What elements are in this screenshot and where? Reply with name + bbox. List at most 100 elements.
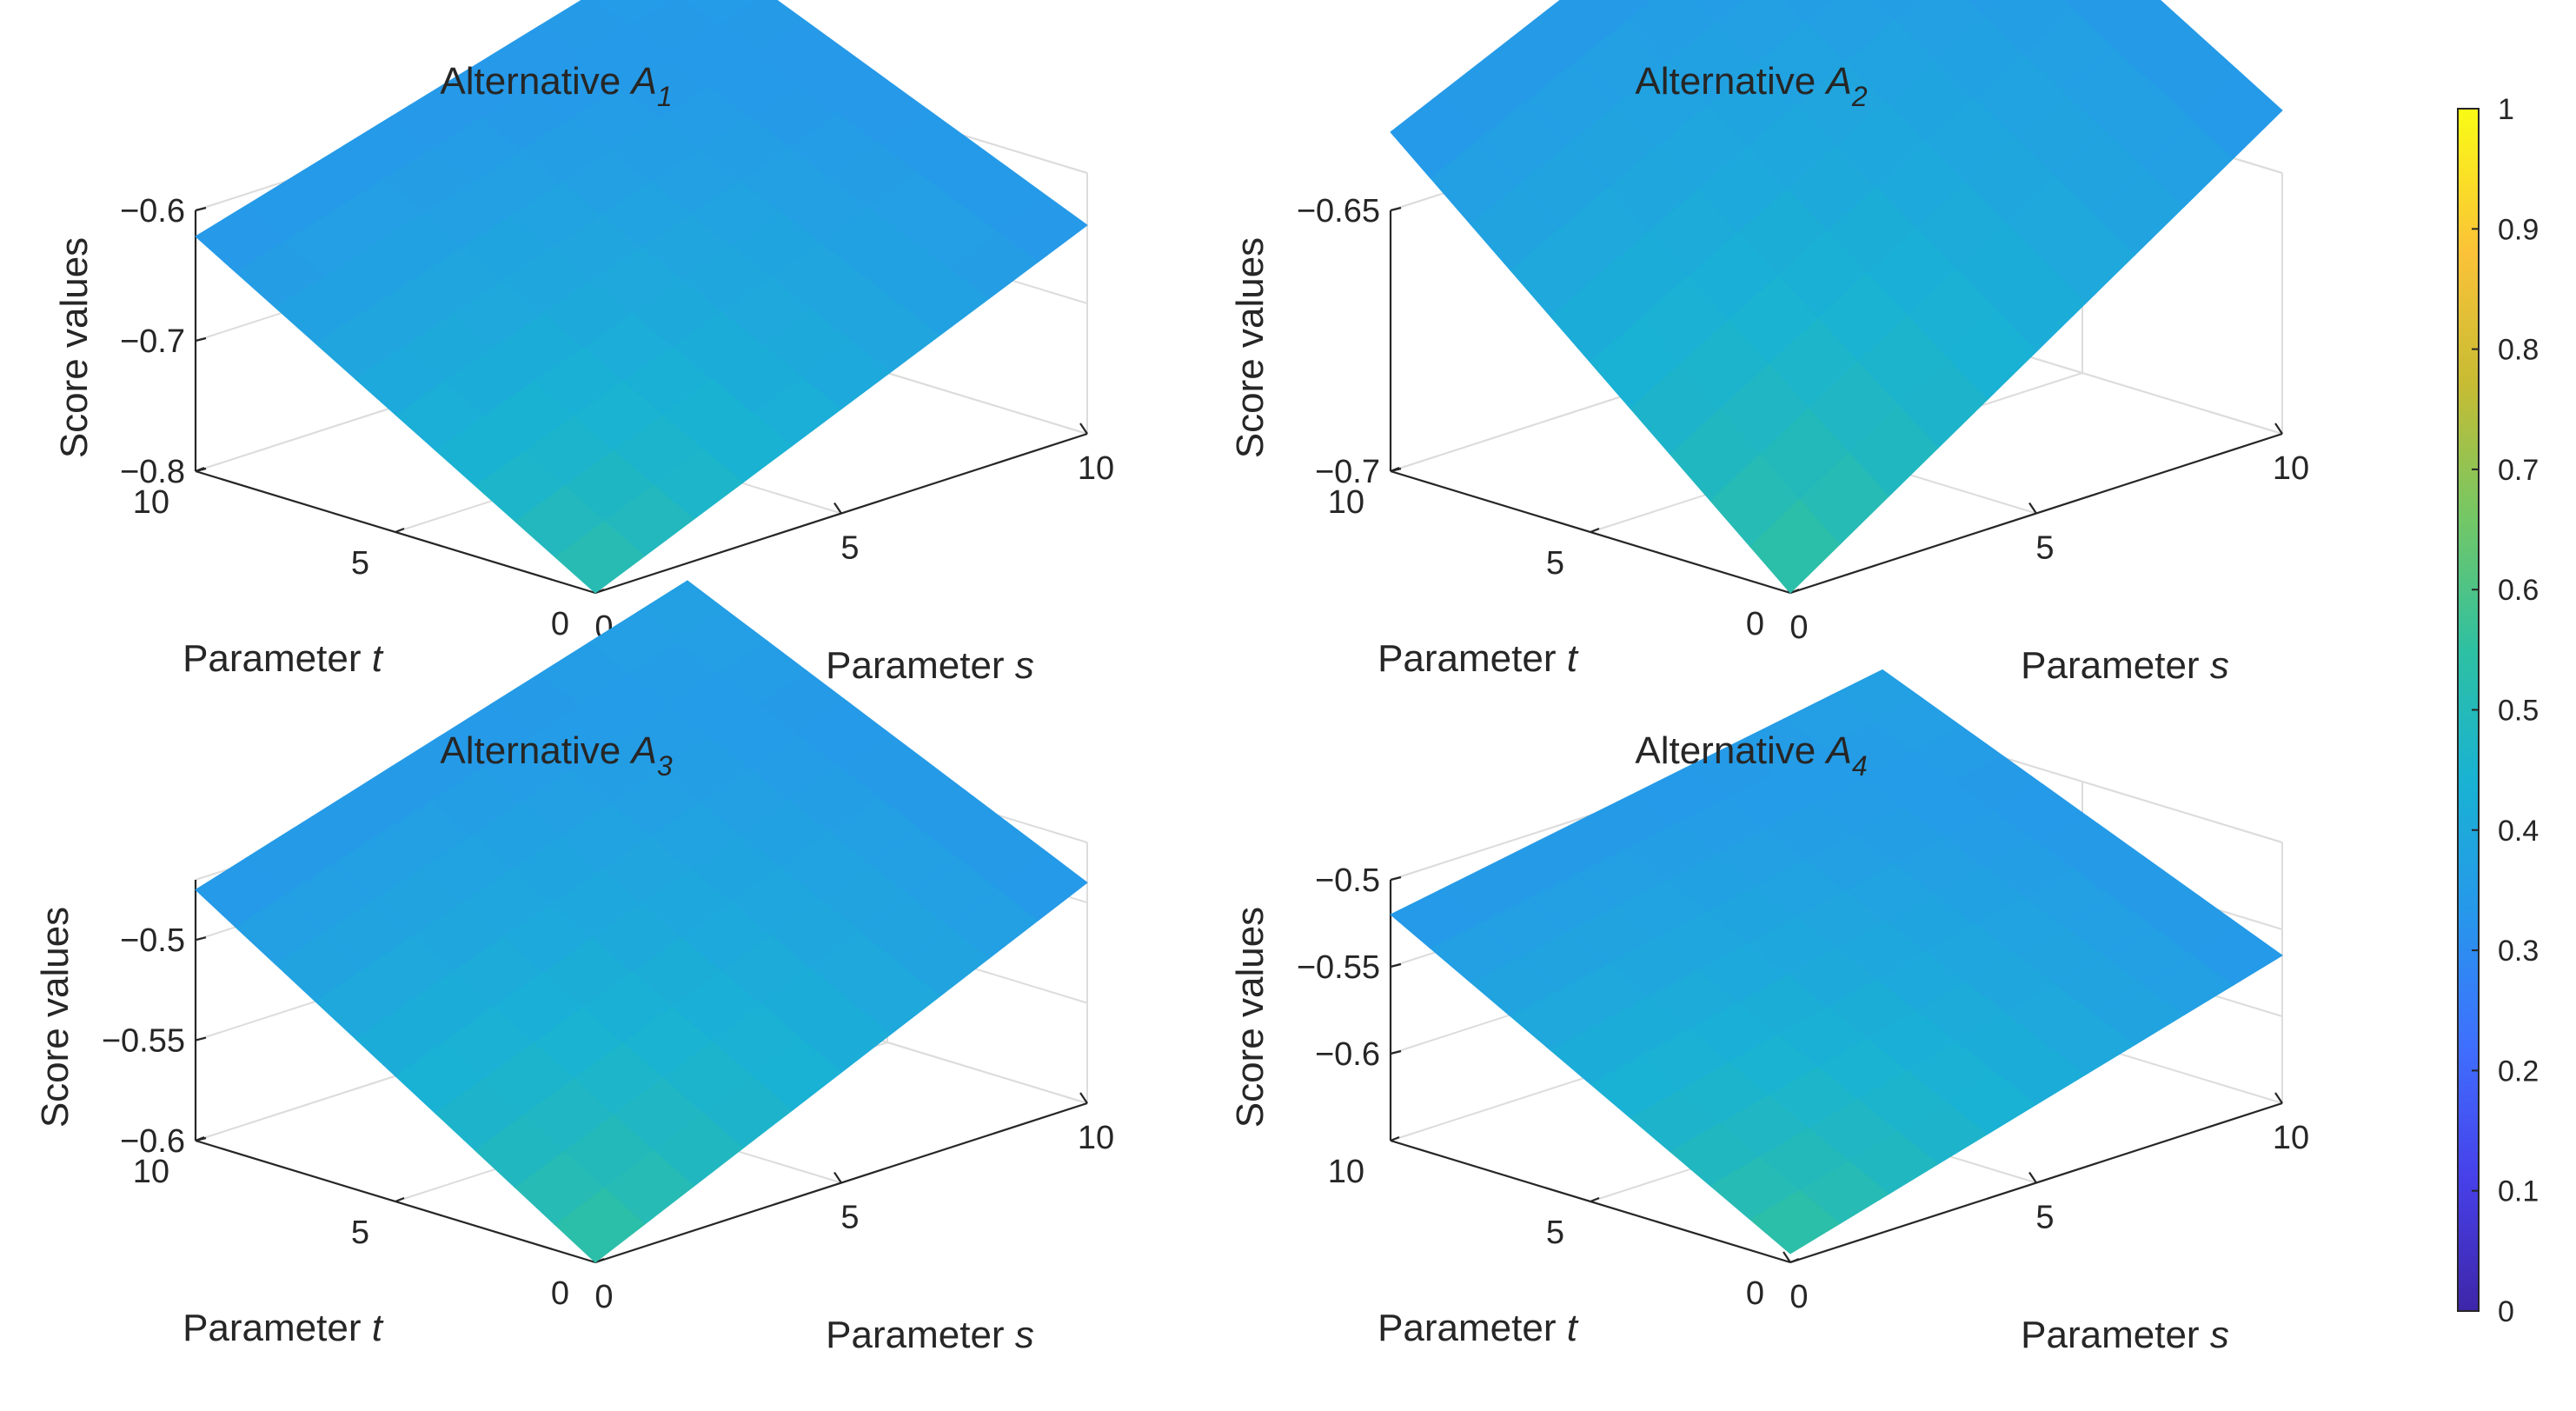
- subplot-title: Alternative A4: [1635, 729, 1867, 782]
- surface-patch: [554, 1187, 646, 1263]
- y-axis-label: Parameter t: [1378, 637, 1579, 680]
- axes-lines: [194, 880, 1088, 1264]
- title-variable: A: [628, 60, 656, 103]
- x-label-prefix: Parameter: [826, 644, 1015, 687]
- x-label-prefix: Parameter: [2021, 1314, 2210, 1356]
- z-tick-label: −0.65: [1297, 193, 1380, 230]
- colorbar-tick-label: 0.4: [2498, 815, 2539, 848]
- colorbar-tick-label: 0.7: [2498, 454, 2539, 487]
- y-tick-mark: [1789, 588, 1800, 595]
- colorbar-tick-label: 0.9: [2498, 213, 2539, 246]
- title-variable: A: [1823, 60, 1851, 103]
- y-label-prefix: Parameter: [1378, 1307, 1567, 1349]
- y-tick-label: 10: [133, 484, 169, 521]
- x-tick-label: 5: [840, 530, 859, 567]
- z-tick-label: −0.55: [1297, 949, 1380, 986]
- x-tick-mark: [833, 1171, 842, 1184]
- x-tick-mark: [2028, 502, 2037, 515]
- y-axis-label: Parameter t: [183, 1307, 384, 1349]
- z-tick-label: −0.55: [102, 1023, 185, 1060]
- y-tick-mark: [1590, 527, 1600, 534]
- z-axis-label: Score values: [1229, 237, 1271, 458]
- z-tick-mark: [195, 206, 207, 212]
- y-tick-label: 0: [551, 606, 569, 642]
- x-label-prefix: Parameter: [826, 1314, 1015, 1356]
- x-tick-label: 10: [2273, 450, 2309, 487]
- colorbar-tick-label: 0.1: [2498, 1175, 2539, 1208]
- title-prefix: Alternative: [440, 729, 631, 772]
- surface-patch: [1966, 0, 2003, 17]
- z-tick-label: −0.6: [120, 193, 185, 230]
- subplot-title: Alternative A3: [440, 729, 672, 782]
- z-tick-mark: [1390, 962, 1402, 968]
- y-tick-label: 5: [351, 545, 369, 582]
- x-axis-label: Parameter s: [826, 644, 1034, 687]
- colorbar-tick-label: 0: [2498, 1295, 2514, 1328]
- z-tick-mark: [1390, 875, 1402, 882]
- y-tick-label: 0: [551, 1275, 569, 1312]
- z-tick-label: −0.5: [1315, 862, 1380, 899]
- x-tick-mark: [1079, 1092, 1088, 1104]
- surface-patch: [2061, 0, 2086, 11]
- y-tick-label: 5: [351, 1215, 369, 1251]
- y-tick-label: 0: [1746, 1275, 1764, 1312]
- x-axis-label: Parameter s: [826, 1314, 1034, 1356]
- x-tick-mark: [1783, 1251, 1791, 1263]
- surface-patch: [1782, 0, 1834, 23]
- z-tick-mark: [1390, 1049, 1402, 1055]
- z-axis-label: Score values: [53, 237, 96, 458]
- y-tick-mark: [395, 1196, 405, 1203]
- z-tick-mark: [195, 1136, 207, 1142]
- x-tick-label: 5: [2035, 530, 2054, 567]
- surface-patch: [1749, 1189, 1841, 1255]
- colorbar-tick-label: 0.3: [2498, 935, 2539, 968]
- axes-lines: [194, 206, 1088, 595]
- axes-lines: [1389, 875, 2283, 1264]
- z-axis-label: Score values: [34, 907, 76, 1128]
- title-prefix: Alternative: [440, 60, 631, 103]
- y-label-prefix: Parameter: [183, 1307, 372, 1349]
- score-surface: [195, 580, 1088, 1263]
- x-axis-label: Parameter s: [2021, 644, 2229, 687]
- x-tick-label: 5: [840, 1200, 859, 1236]
- x-tick-mark: [833, 502, 842, 515]
- x-tick-mark: [2274, 1092, 2283, 1104]
- y-label-variable: t: [1567, 637, 1579, 680]
- surface-patch: [1693, 0, 1745, 23]
- colorbar-tick-label: 0.6: [2498, 574, 2539, 607]
- x-label-prefix: Parameter: [2021, 644, 2210, 687]
- z-tick-label: −0.6: [120, 1123, 185, 1160]
- x-tick-mark: [1079, 423, 1088, 435]
- surface-patch: [554, 520, 646, 594]
- y-tick-label: 10: [133, 1154, 169, 1190]
- y-axis-label: Parameter t: [183, 637, 384, 680]
- x-tick-label: 0: [1789, 1279, 1808, 1315]
- y-label-prefix: Parameter: [1378, 637, 1567, 680]
- surface-patch: [1606, 0, 1655, 22]
- score-surface: [1390, 669, 2283, 1255]
- subplot-title: Alternative A2: [1635, 60, 1867, 112]
- title-subscript: 2: [1851, 81, 1868, 112]
- title-prefix: Alternative: [1635, 729, 1826, 772]
- x-tick-mark: [2274, 423, 2283, 435]
- title-subscript: 1: [657, 81, 673, 112]
- title-subscript: 3: [657, 750, 673, 782]
- x-tick-label: 10: [2273, 1120, 2309, 1156]
- x-tick-label: 10: [1078, 450, 1114, 487]
- x-tick-label: 10: [1078, 1120, 1114, 1156]
- y-tick-label: 5: [1546, 1215, 1564, 1251]
- y-tick-label: 10: [1328, 1154, 1364, 1190]
- z-tick-mark: [195, 467, 207, 473]
- z-tick-label: −0.6: [1315, 1036, 1380, 1073]
- z-tick-mark: [1390, 206, 1402, 212]
- z-tick-mark: [195, 1036, 207, 1042]
- surface-patch: [1749, 498, 1841, 594]
- y-label-variable: t: [372, 1307, 384, 1349]
